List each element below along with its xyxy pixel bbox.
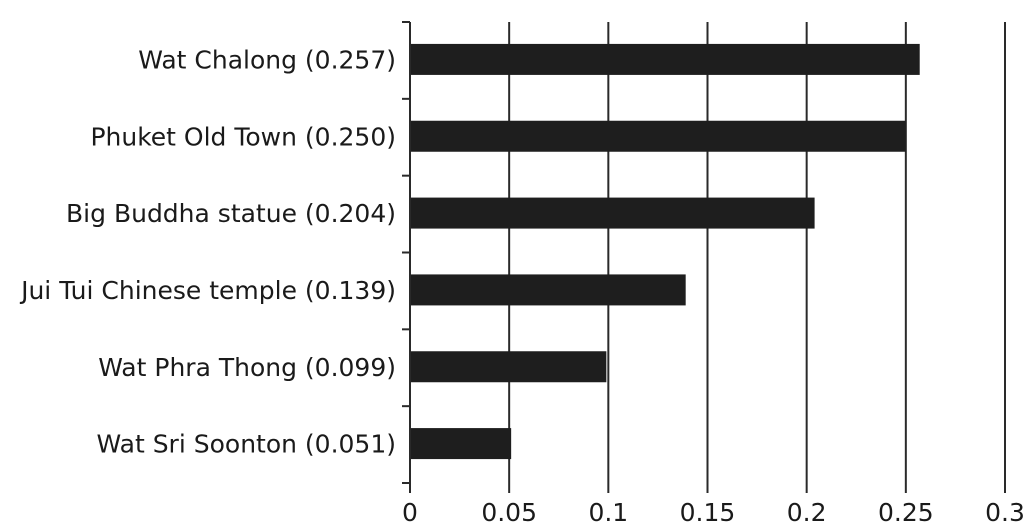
x-tick-label: 0.1: [588, 498, 628, 527]
bar: [410, 43, 920, 75]
category-label: Jui Tui Chinese temple (0.139): [19, 276, 396, 305]
bar: [410, 428, 512, 460]
x-tick-label: 0.15: [680, 498, 736, 527]
x-tick-label: 0.2: [787, 498, 827, 527]
bar: [410, 120, 906, 152]
bar: [410, 351, 607, 383]
x-tick-label: 0.3: [985, 498, 1025, 527]
y-axis: [402, 21, 411, 493]
category-label: Wat Chalong (0.257): [138, 45, 396, 74]
category-label: Big Buddha statue (0.204): [66, 199, 396, 228]
category-label: Wat Phra Thong (0.099): [98, 353, 396, 382]
category-label: Phuket Old Town (0.250): [90, 122, 396, 151]
x-tick-label: 0.25: [878, 498, 934, 527]
x-tick-label: 0.05: [481, 498, 537, 527]
x-tick-labels: 0 0.05 0.1 0.15 0.2 0.25 0.3: [402, 498, 1025, 527]
x-tick-label: 0: [402, 498, 418, 527]
bar: [410, 197, 815, 229]
gridlines: [508, 22, 1006, 493]
bar: [410, 274, 686, 306]
category-labels: Wat Chalong (0.257) Phuket Old Town (0.25…: [19, 45, 396, 458]
bars: [410, 43, 920, 460]
category-label: Wat Sri Soonton (0.051): [97, 430, 397, 459]
